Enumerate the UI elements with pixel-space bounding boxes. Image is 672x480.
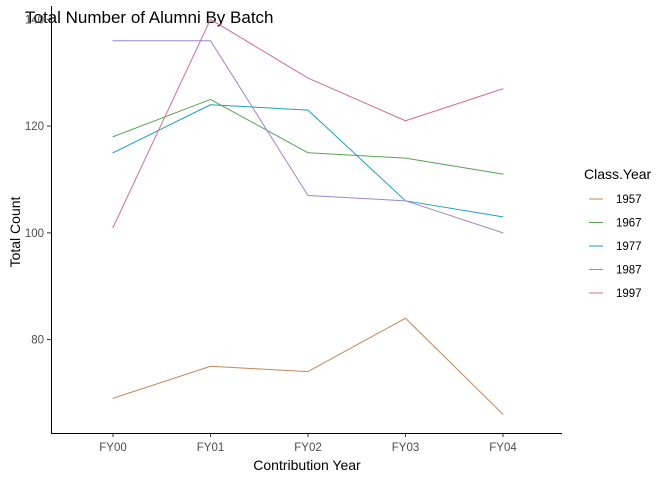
x-tick-label: FY01 xyxy=(197,442,225,454)
series-line-1957 xyxy=(112,317,504,415)
legend-label: 1987 xyxy=(616,265,642,277)
series-line-1977 xyxy=(112,104,504,218)
y-tick-label: 100 xyxy=(25,228,44,240)
y-axis-ticks: 80 100 120 140 xyxy=(25,14,51,347)
y-axis-title: Total Count xyxy=(7,196,23,267)
y-tick-label: 120 xyxy=(25,121,44,133)
series-line-1997 xyxy=(112,18,504,229)
series-line-1967 xyxy=(112,98,504,175)
chart-title: Total Number of Alumni By Batch xyxy=(25,8,274,27)
series-line-1987 xyxy=(112,40,504,234)
x-tick-label: FY04 xyxy=(489,442,517,454)
legend: Class.Year 1957 1967 1977 1987 1997 xyxy=(584,166,652,300)
plot-area: 80 100 120 140 FY00 FY01 FY02 FY03 FY04 xyxy=(25,6,562,454)
legend-label: 1977 xyxy=(616,241,642,253)
x-axis-title: Contribution Year xyxy=(253,457,361,473)
legend-label: 1957 xyxy=(616,194,642,206)
x-tick-label: FY03 xyxy=(392,442,420,454)
legend-title: Class.Year xyxy=(584,166,652,182)
series-lines xyxy=(112,18,504,415)
x-tick-label: FY00 xyxy=(99,442,127,454)
x-tick-label: FY02 xyxy=(294,442,322,454)
legend-label: 1967 xyxy=(616,218,642,230)
y-tick-label: 80 xyxy=(31,335,44,347)
y-tick-label: 140 xyxy=(25,14,44,26)
legend-items: 1957 1967 1977 1987 1997 xyxy=(589,194,642,300)
legend-label: 1997 xyxy=(616,288,642,300)
x-axis-ticks: FY00 FY01 FY02 FY03 FY04 xyxy=(99,433,517,454)
